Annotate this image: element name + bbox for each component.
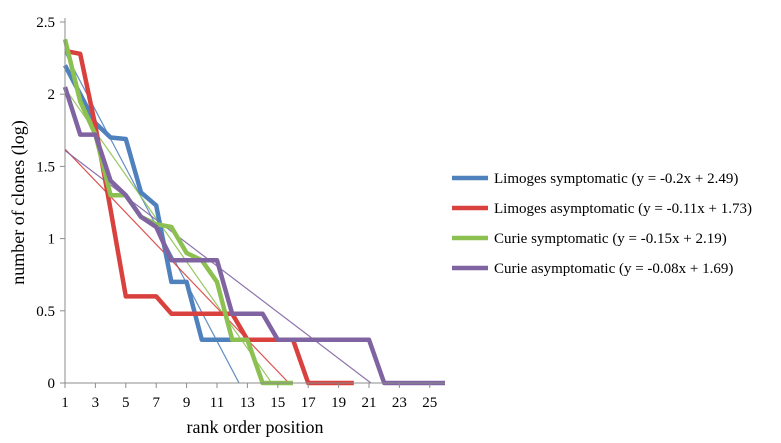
y-axis-title: number of clones (log) <box>8 120 29 284</box>
axes <box>65 18 445 383</box>
x-tick-label: 11 <box>210 395 224 411</box>
legend-item: Limoges symptomatic (y = -0.2x + 2.49) <box>452 171 738 187</box>
trendline <box>65 149 289 383</box>
y-tick-labels: 0 0.5 1 1.5 2 2.5 <box>36 15 65 392</box>
series-layer <box>65 39 445 383</box>
legend-item: Curie symptomatic (y = -0.15x + 2.19) <box>452 231 727 247</box>
series-line <box>65 51 354 383</box>
series-3 <box>65 39 293 383</box>
y-tick-label: 2 <box>48 87 56 103</box>
legend-label: Limoges asymptomatic (y = -0.11x + 1.73) <box>494 201 752 217</box>
legend-item: Limoges asymptomatic (y = -0.11x + 1.73) <box>452 201 752 217</box>
legend-item: Curie asymptomatic (y = -0.08x + 1.69) <box>452 261 733 277</box>
x-tick-label: 19 <box>331 395 346 411</box>
x-tick-label: 3 <box>92 395 100 411</box>
x-axis-title: rank order position <box>187 417 324 437</box>
legend-label: Curie asymptomatic (y = -0.08x + 1.69) <box>494 261 733 277</box>
y-tick-label: 1 <box>48 232 56 248</box>
x-tick-label: 25 <box>422 395 437 411</box>
y-tick-label: 0 <box>48 376 56 392</box>
y-tick-label: 2.5 <box>36 15 55 31</box>
x-tick-label: 17 <box>301 395 317 411</box>
y-tick-label: 0.5 <box>36 304 55 320</box>
legend-label: Limoges symptomatic (y = -0.2x + 2.49) <box>494 171 738 187</box>
x-tick-label: 23 <box>392 395 407 411</box>
x-tick-label: 7 <box>152 395 160 411</box>
legend-label: Curie symptomatic (y = -0.15x + 2.19) <box>494 231 727 247</box>
x-tick-label: 5 <box>122 395 130 411</box>
series-2 <box>65 51 354 383</box>
y-tick-label: 1.5 <box>36 159 55 175</box>
x-tick-label: 21 <box>362 395 377 411</box>
legend: Limoges symptomatic (y = -0.2x + 2.49) Li… <box>452 171 752 277</box>
x-tick-label: 15 <box>270 395 285 411</box>
series-line <box>65 39 293 383</box>
x-tick-label: 13 <box>240 395 255 411</box>
x-tick-label: 1 <box>61 395 69 411</box>
x-tick-label: 9 <box>183 395 191 411</box>
